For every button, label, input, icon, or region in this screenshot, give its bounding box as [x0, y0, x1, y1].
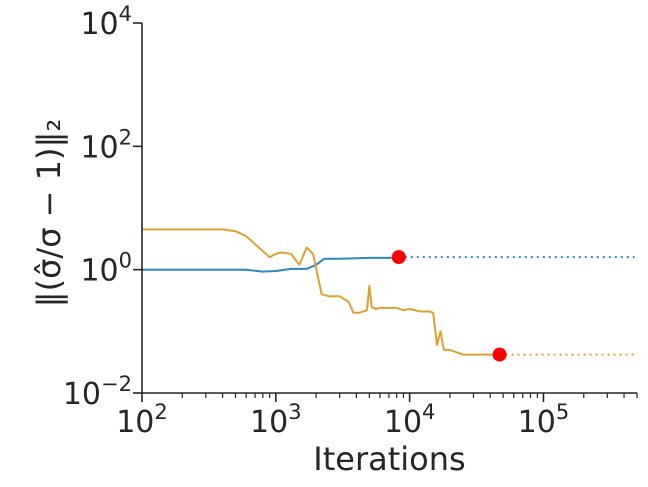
series-line-1	[142, 256, 399, 273]
y-ticks: 10−2 100 102 104	[63, 2, 142, 412]
y-tick-label: 10−2	[63, 372, 132, 412]
y-tick-label: 104	[80, 2, 132, 42]
series-line-3	[142, 228, 500, 356]
x-ticks: 102 103 104 105	[116, 393, 638, 440]
y-tick-label: 100	[80, 249, 132, 289]
x-tick-label: 104	[384, 400, 436, 440]
x-tick-label: 103	[250, 400, 302, 440]
end-marker	[492, 347, 507, 362]
x-tick-label: 105	[518, 400, 570, 440]
y-tick-label: 102	[80, 125, 132, 165]
y-axis-label: ‖(σ̂/σ − 1)‖₂	[30, 119, 68, 308]
end-marker	[391, 250, 406, 265]
x-tick-label: 102	[116, 400, 168, 440]
plot-area	[142, 228, 635, 362]
x-axis-label: Iterations	[313, 440, 465, 478]
